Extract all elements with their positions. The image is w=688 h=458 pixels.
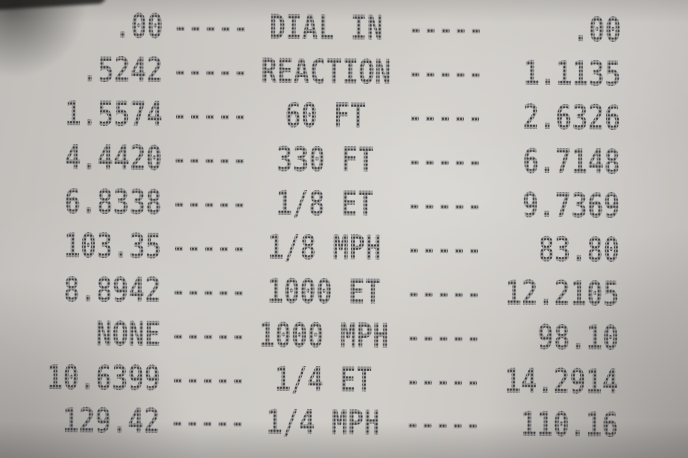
field-label: 1/8 MPH [256, 229, 392, 268]
dash-separator: ----- [163, 54, 258, 91]
dash-separator: ----- [391, 407, 494, 444]
left-lane-value: .5242 [1, 52, 163, 91]
right-lane-value: 1.1135 [497, 55, 621, 94]
timeslip-content: .00 ----- DIAL IN ----- .00 .5242 ----- … [0, 5, 622, 449]
dash-separator: ----- [161, 229, 256, 266]
left-lane-value: 8.8942 [0, 271, 161, 310]
dash-separator: ----- [394, 12, 497, 49]
dash-separator: ----- [160, 361, 255, 398]
field-label: 1000 ET [256, 273, 392, 312]
left-lane-value: 129.42 [0, 403, 160, 442]
dash-separator: ----- [393, 143, 496, 180]
field-label: 1/8 ET [257, 185, 393, 224]
dash-separator: ----- [160, 405, 255, 442]
right-lane-value: 9.7369 [496, 187, 620, 226]
right-lane-value: 14.2914 [494, 362, 618, 401]
right-lane-value: 2.6326 [496, 99, 621, 138]
field-label: REACTION [258, 53, 394, 92]
field-label: 1/4 MPH [255, 404, 391, 443]
dash-separator: ----- [163, 10, 258, 47]
left-lane-value: 6.8338 [0, 183, 162, 222]
timeslip-row-1000-et: 8.8942 ----- 1000 ET ----- 12.2105 [0, 268, 619, 317]
timeslip-row-60ft: 1.5574 ----- 60 FT ----- 2.6326 [0, 92, 621, 141]
timeslip-row-dial-in: .00 ----- DIAL IN ----- .00 [1, 5, 621, 54]
right-lane-value: 6.7148 [496, 143, 620, 182]
field-label: 1/4 ET [255, 361, 391, 400]
timeslip-row-eighth-et: 6.8338 ----- 1/8 ET ----- 9.7369 [0, 180, 620, 229]
timeslip-row-330ft: 4.4420 ----- 330 FT ----- 6.7148 [0, 136, 620, 185]
left-lane-value: NONE [0, 315, 161, 354]
dash-separator: ----- [392, 275, 495, 312]
timeslip-row-eighth-mph: 103.35 ----- 1/8 MPH ----- 83.80 [0, 224, 620, 273]
dash-separator: ----- [393, 187, 496, 224]
right-lane-value: 12.2105 [495, 275, 619, 314]
left-lane-value: 10.6399 [0, 359, 161, 398]
dash-separator: ----- [392, 231, 495, 268]
right-lane-value: .00 [497, 12, 621, 51]
field-label: 60 FT [257, 97, 393, 136]
right-lane-value: 83.80 [495, 231, 620, 270]
dash-separator: ----- [394, 56, 497, 93]
left-lane-value: 4.4420 [0, 140, 162, 179]
left-lane-value: 1.5574 [0, 96, 163, 135]
left-lane-value: .00 [1, 8, 163, 47]
timeslip-row-1000-mph: NONE ----- 1000 MPH ----- 98.10 [0, 312, 619, 361]
dash-separator: ----- [162, 98, 257, 135]
left-lane-value: 103.35 [0, 227, 162, 266]
right-lane-value: 110.16 [494, 406, 618, 445]
dash-separator: ----- [393, 100, 496, 137]
dash-separator: ----- [162, 142, 257, 179]
field-label: 330 FT [257, 141, 393, 180]
field-label: DIAL IN [258, 9, 394, 48]
timeslip-row-quarter-et: 10.6399 ----- 1/4 ET ----- 14.2914 [0, 356, 619, 405]
dash-separator: ----- [161, 317, 256, 354]
timeslip-row-reaction: .5242 ----- REACTION ----- 1.1135 [1, 49, 621, 98]
dash-separator: ----- [161, 273, 256, 310]
dash-separator: ----- [162, 185, 257, 222]
dash-separator: ----- [392, 319, 495, 356]
field-label: 1000 MPH [256, 317, 392, 356]
dash-separator: ----- [391, 363, 494, 400]
timeslip-row-quarter-mph: 129.42 ----- 1/4 MPH ----- 110.16 [0, 400, 618, 449]
right-lane-value: 98.10 [495, 319, 619, 358]
